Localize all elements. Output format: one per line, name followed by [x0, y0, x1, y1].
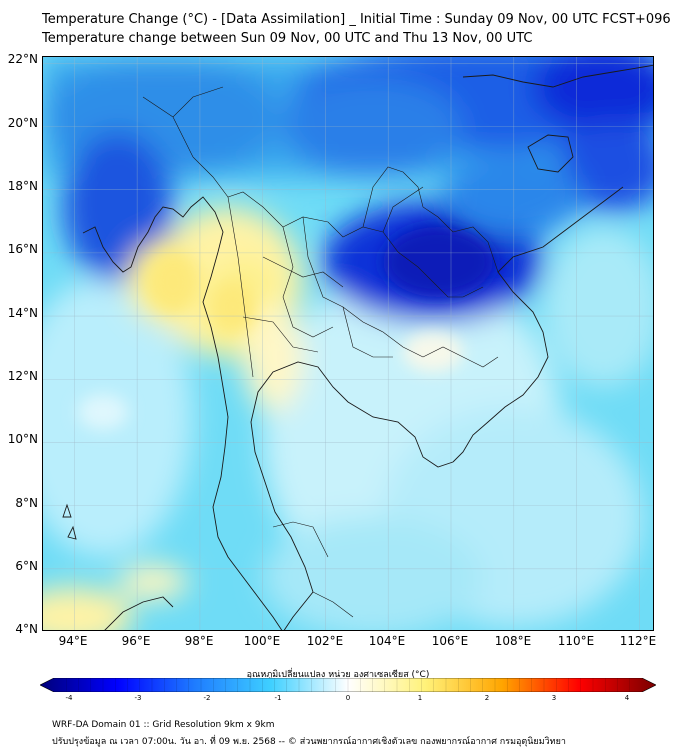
lon-tick-108e: 108°E — [494, 634, 532, 648]
lon-tick-100e: 100°E — [243, 634, 281, 648]
temperature-change-map — [42, 56, 654, 631]
footer-domain-info: WRF-DA Domain 01 :: Grid Resolution 9km … — [52, 720, 275, 730]
temperature-field — [43, 57, 653, 630]
graticule — [43, 57, 653, 630]
colorbar-tick-neg3: -3 — [134, 694, 142, 702]
colorbar-tick-neg4: -4 — [65, 694, 73, 702]
lon-tick-96e: 96°E — [121, 634, 151, 648]
lon-tick-106e: 106°E — [431, 634, 469, 648]
lat-tick-18n: 18°N — [7, 179, 38, 193]
lat-tick-10n: 10°N — [7, 432, 38, 446]
temperature-detail — [78, 227, 493, 430]
colorbar-tick-0: 0 — [345, 694, 351, 702]
title-line-2: Temperature change between Sun 09 Nov, 0… — [42, 31, 533, 46]
lat-tick-6n: 6°N — [15, 559, 38, 573]
lat-tick-22n: 22°N — [7, 52, 38, 66]
footer-update-info: ปรับปรุงข้อมูล ณ เวลา 07:00น. วัน อา. ที… — [52, 737, 566, 747]
lat-tick-4n: 4°N — [15, 622, 38, 636]
borders — [142, 86, 499, 618]
lon-tick-112e: 112°E — [619, 634, 657, 648]
lon-tick-110e: 110°E — [557, 634, 595, 648]
lon-tick-104e: 104°E — [368, 634, 406, 648]
colorbar-tick-1: 1 — [417, 694, 423, 702]
colorbar-tick-neg1: -1 — [274, 694, 282, 702]
colorbar-gradient — [40, 678, 656, 692]
coastlines — [62, 64, 653, 630]
colorbar-tick-4: 4 — [624, 694, 630, 702]
lat-tick-8n: 8°N — [15, 496, 38, 510]
lon-tick-102e: 102°E — [306, 634, 344, 648]
lat-tick-12n: 12°N — [7, 369, 38, 383]
colorbar-tick-3: 3 — [551, 694, 557, 702]
lat-tick-16n: 16°N — [7, 242, 38, 256]
map-canvas — [43, 57, 653, 630]
lat-tick-20n: 20°N — [7, 116, 38, 130]
title-line-1: Temperature Change (°C) - [Data Assimila… — [42, 12, 671, 27]
lon-tick-94e: 94°E — [58, 634, 88, 648]
lon-tick-98e: 98°E — [184, 634, 214, 648]
colorbar — [40, 678, 656, 692]
colorbar-label: อุณหภูมิเปลี่ยนแปลง หน่วย องศาเซลเซียส (… — [246, 670, 430, 680]
colorbar-tick-neg2: -2 — [203, 694, 211, 702]
colorbar-tick-2: 2 — [484, 694, 490, 702]
lat-tick-14n: 14°N — [7, 306, 38, 320]
